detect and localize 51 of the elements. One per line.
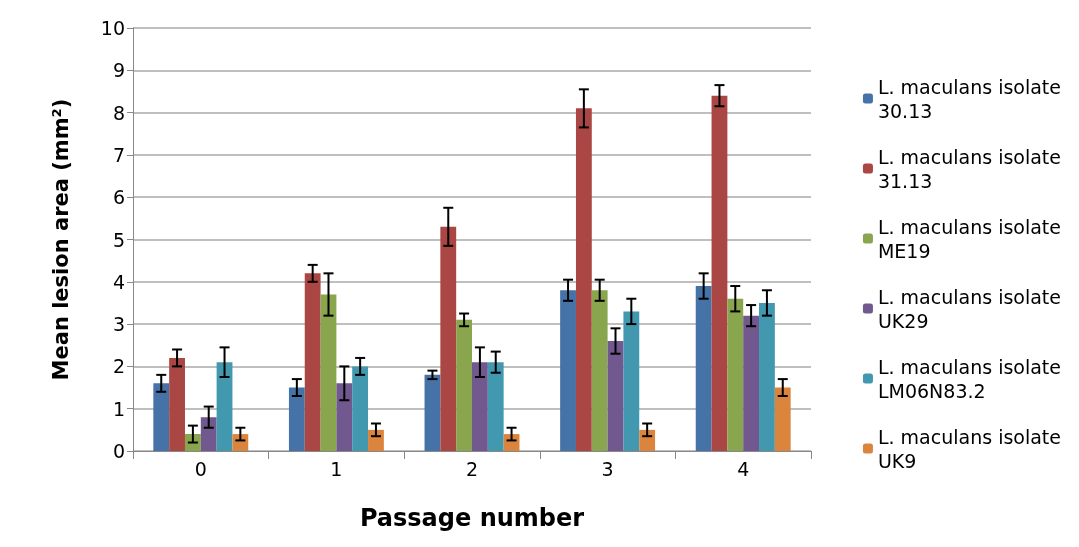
bar [216,362,233,451]
bar [456,319,472,451]
bar [575,108,592,451]
x-tick-label: 1 [330,457,343,480]
y-tick-label: 7 [112,143,125,166]
bar [743,315,760,451]
legend-label: L. maculans isolate UK29 [877,285,1062,332]
bar [472,362,488,451]
x-tick-label: 3 [601,457,614,480]
bar [487,362,504,451]
bar [727,298,744,451]
bar [336,383,353,451]
legend-label: L. maculans isolate UK9 [877,425,1062,472]
bar [200,417,217,451]
bar [591,290,608,451]
bar [288,387,305,451]
bar [440,226,457,451]
bar [623,311,640,451]
bar [560,290,576,451]
bar [424,374,441,451]
y-axis-title: Mean lesion area (mm²) [48,98,73,381]
bar [169,357,185,451]
legend-label: L. maculans isolate ME19 [877,215,1062,262]
bar [304,273,321,451]
bar [607,341,624,451]
bar [368,429,384,451]
x-tick-label: 2 [465,457,479,480]
y-tick-label: 9 [112,59,125,82]
bar [711,95,728,451]
y-tick-label: 3 [112,313,125,336]
bar [774,387,791,451]
x-tick-label: 0 [194,457,207,480]
legend-label: L. maculans isolate 31.13 [877,145,1062,192]
bar [639,429,656,451]
y-tick-label: 6 [112,186,125,209]
bar [695,286,712,451]
legend-label: L. maculans isolate 30.13 [877,75,1062,122]
x-tick-label: 4 [737,457,750,480]
y-tick-label: 10 [100,17,125,39]
bar [352,366,369,451]
y-tick-label: 0 [112,440,125,462]
x-axis-title: Passage number [359,504,585,532]
y-tick-label: 8 [112,101,125,124]
bar [320,294,337,451]
y-tick-label: 5 [112,228,125,251]
y-tick-label: 4 [112,270,125,293]
bar [759,302,775,451]
y-tick-label: 2 [112,355,125,378]
y-tick-label: 1 [112,397,125,420]
bar [153,383,170,451]
legend-label: L. maculans isolate LM06N83.2 [877,355,1062,402]
